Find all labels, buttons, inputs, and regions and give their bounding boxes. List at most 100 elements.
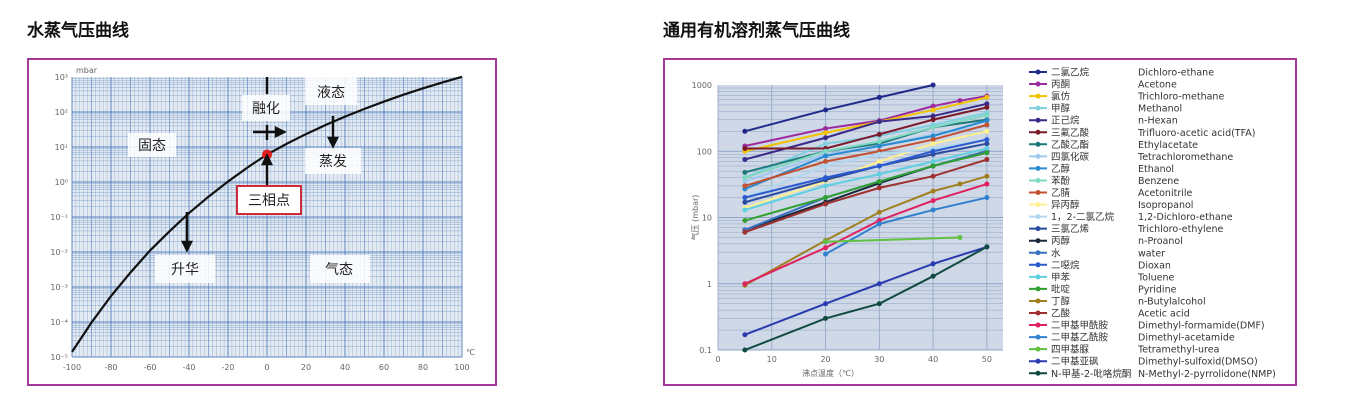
data-point bbox=[823, 107, 829, 113]
data-point bbox=[930, 273, 936, 279]
y-axis-unit: mbar bbox=[76, 66, 98, 75]
series-line-tetramethyl-urea bbox=[825, 236, 961, 243]
legend-marker bbox=[1035, 129, 1041, 135]
series-line-acetone bbox=[744, 95, 988, 147]
legend-label-en: Dimethyl-sulfoxid(DMSO) bbox=[1138, 357, 1258, 368]
x-axis-label: 沸点温度（℃） bbox=[802, 368, 859, 378]
legend-label-zh: 丁醇 bbox=[1051, 295, 1071, 307]
data-point bbox=[984, 146, 990, 152]
x-tick-label: 60 bbox=[379, 363, 389, 372]
legend-label-en: Dimethyl-acetamide bbox=[1138, 333, 1235, 344]
data-point bbox=[984, 195, 990, 201]
y-tick-label: 10⁻³ bbox=[50, 283, 68, 292]
data-point bbox=[930, 141, 936, 147]
svg-text:固态: 固态 bbox=[138, 138, 166, 154]
legend-label-zh: 丙酮 bbox=[1051, 80, 1070, 91]
svg-text:气态: 气态 bbox=[325, 262, 353, 278]
x-axis-unit: ℃ bbox=[466, 348, 475, 357]
x-tick-label: 30 bbox=[874, 355, 884, 364]
legend-label-en: Trifluoro-acetic acid(TFA) bbox=[1137, 128, 1255, 139]
x-tick-label: 10 bbox=[767, 355, 777, 364]
legend-marker bbox=[1035, 165, 1041, 171]
legend-label-en: n-Butylalcohol bbox=[1138, 296, 1206, 307]
legend-label-zh: 二噁烷 bbox=[1051, 259, 1080, 271]
data-point bbox=[742, 178, 748, 184]
x-tick-label: 0 bbox=[264, 363, 269, 372]
legend-marker bbox=[1035, 310, 1041, 316]
data-point bbox=[876, 163, 882, 169]
data-point bbox=[876, 139, 882, 145]
legend-marker bbox=[1035, 238, 1041, 244]
data-point bbox=[984, 104, 990, 110]
legend-label-zh: 苯酚 bbox=[1051, 175, 1071, 187]
data-point bbox=[876, 151, 882, 157]
legend-label-zh: 三氟乙酸 bbox=[1051, 127, 1090, 139]
data-point bbox=[823, 153, 829, 159]
legend-label-zh: 二氯乙烷 bbox=[1051, 67, 1090, 79]
data-point bbox=[823, 141, 829, 147]
data-point bbox=[876, 94, 882, 100]
svg-text:融化: 融化 bbox=[252, 101, 280, 117]
data-point bbox=[876, 119, 882, 125]
y-tick-label: 10⁻¹ bbox=[50, 213, 68, 222]
data-point bbox=[823, 251, 829, 257]
data-point bbox=[930, 163, 936, 169]
data-point bbox=[876, 185, 882, 191]
y-tick-label: 10² bbox=[55, 108, 68, 117]
y-tick-label: 10⁻⁵ bbox=[50, 353, 68, 362]
data-point bbox=[984, 128, 990, 134]
legend-marker bbox=[1035, 322, 1041, 328]
legend-label-zh: 乙酸乙酯 bbox=[1051, 139, 1090, 151]
legend-marker bbox=[1035, 226, 1041, 232]
legend-label-zh: 氯仿 bbox=[1051, 91, 1071, 103]
data-point bbox=[930, 207, 936, 213]
data-point bbox=[984, 157, 990, 163]
legend-marker bbox=[1035, 274, 1041, 280]
x-tick-label: -40 bbox=[182, 363, 195, 372]
data-point bbox=[742, 146, 748, 152]
x-tick-label: 100 bbox=[454, 363, 469, 372]
legend-label-zh: 异丙醇 bbox=[1051, 199, 1080, 211]
melting-label: 融化 bbox=[242, 95, 290, 121]
data-point bbox=[823, 163, 829, 169]
x-tick-label: -60 bbox=[143, 363, 156, 372]
data-point bbox=[930, 137, 936, 143]
data-point bbox=[742, 218, 748, 224]
data-point bbox=[823, 148, 829, 154]
legend-label-zh: 正己烷 bbox=[1051, 115, 1080, 127]
legend-label-en: Tetramethyl-urea bbox=[1137, 345, 1219, 356]
x-tick-label: -20 bbox=[221, 363, 234, 372]
data-point bbox=[823, 130, 829, 136]
legend-label-en: Pyridine bbox=[1138, 284, 1177, 295]
legend-label-en: Tetrachloromethane bbox=[1137, 152, 1233, 163]
legend-label-en: Trichloro-ethylene bbox=[1137, 224, 1223, 235]
data-point bbox=[876, 159, 882, 165]
data-point bbox=[742, 183, 748, 189]
data-point bbox=[930, 82, 936, 88]
legend-label-en: N-Methyl-2-pyrrolidone(NMP) bbox=[1138, 369, 1276, 380]
legend-label-en: Benzene bbox=[1138, 176, 1179, 187]
data-point bbox=[742, 128, 748, 134]
left-chart-title: 水蒸气压曲线 bbox=[27, 21, 129, 41]
data-point bbox=[984, 101, 990, 107]
legend-label-zh: 吡啶 bbox=[1051, 283, 1071, 295]
x-tick-label: 80 bbox=[418, 363, 428, 372]
legend-marker bbox=[1035, 93, 1041, 99]
x-tick-label: 0 bbox=[715, 355, 720, 364]
y-tick-label: 10⁻² bbox=[50, 248, 68, 257]
data-point bbox=[876, 281, 882, 287]
legend-marker bbox=[1035, 141, 1041, 147]
legend-label-en: Trichloro-methane bbox=[1137, 92, 1224, 103]
data-point bbox=[984, 173, 990, 179]
data-point bbox=[742, 332, 748, 338]
y-tick-label: 10¹ bbox=[55, 143, 68, 152]
legend-label-zh: 丙醇 bbox=[1051, 235, 1071, 247]
x-tick-label: -100 bbox=[63, 363, 81, 372]
legend-marker bbox=[1035, 177, 1041, 183]
data-point bbox=[742, 199, 748, 205]
legend-label-en: water bbox=[1138, 248, 1165, 259]
data-point bbox=[984, 122, 990, 128]
data-point bbox=[742, 281, 748, 287]
legend-marker bbox=[1035, 202, 1041, 208]
